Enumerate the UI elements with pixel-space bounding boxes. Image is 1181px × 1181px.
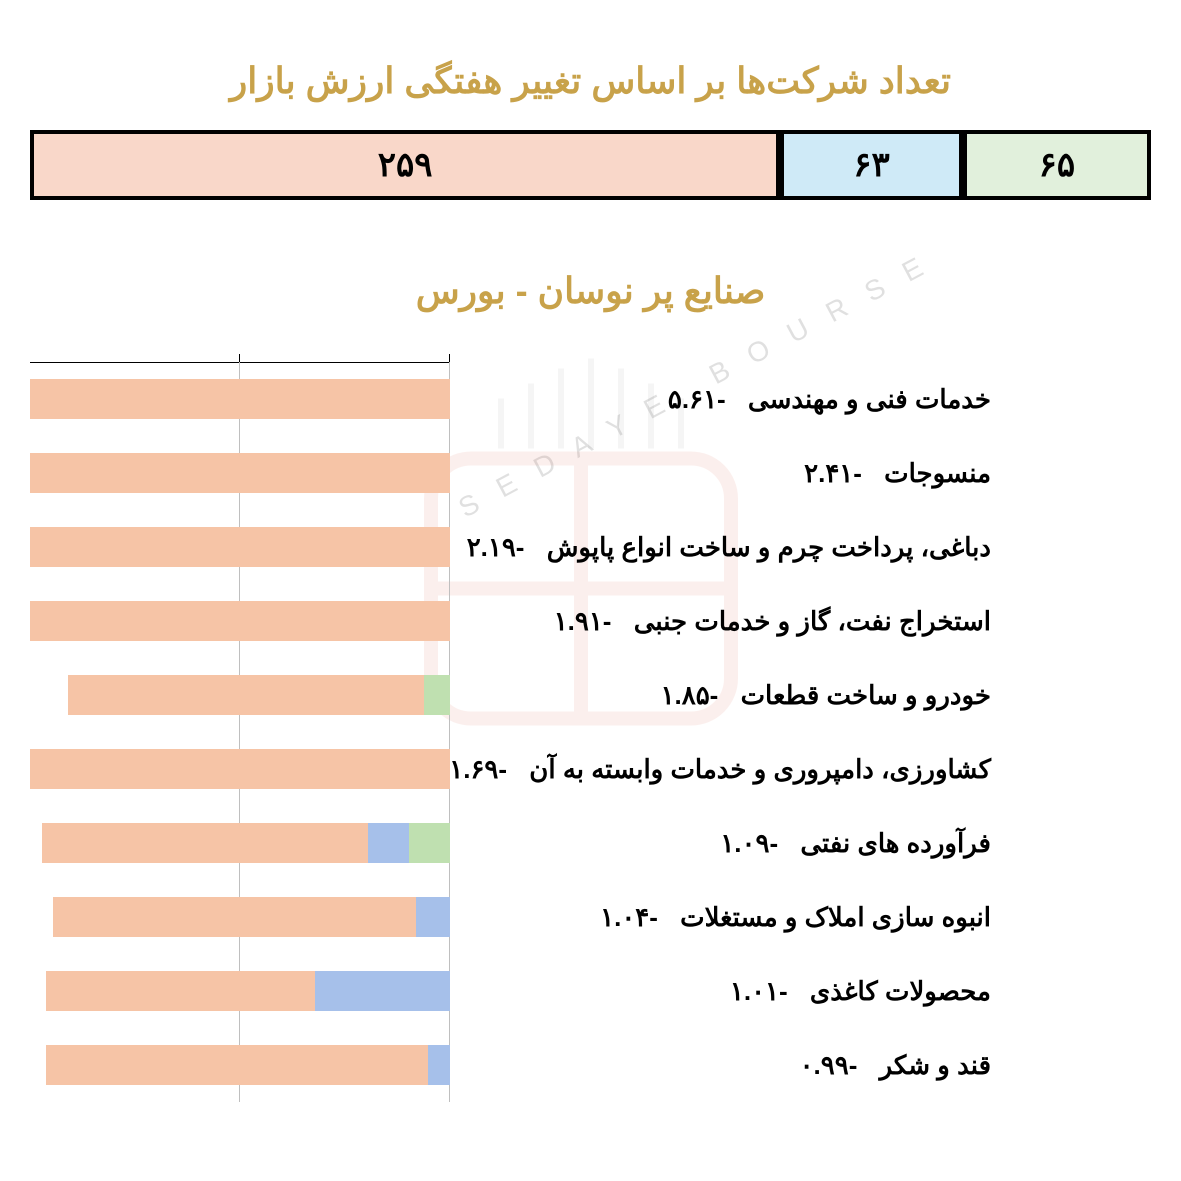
row-value: ۱.۰۴- — [570, 902, 680, 933]
bar — [30, 379, 450, 419]
row-value: ۲.۱۹- — [437, 532, 547, 563]
bar-segment — [46, 1045, 428, 1085]
row-value: ۱.۹۱- — [524, 606, 634, 637]
title-companies: تعداد شرکت‌ها بر اساس تغییر هفتگی ارزش ب… — [30, 60, 1151, 102]
row-value: ۰.۹۹- — [770, 1050, 880, 1081]
bar-segment — [68, 675, 424, 715]
bar — [46, 1045, 450, 1085]
bar-zone — [30, 362, 450, 1102]
bar-segment — [30, 453, 450, 493]
bar-segment — [409, 823, 450, 863]
bar-segment — [315, 971, 450, 1011]
row-label: منسوجات — [884, 458, 991, 489]
bar-segment — [46, 971, 316, 1011]
bar — [68, 675, 450, 715]
bar-segment — [42, 823, 368, 863]
bar — [30, 453, 450, 493]
row-label: فرآورده های نفتی — [800, 828, 991, 859]
row-value: ۵.۶۱- — [638, 384, 748, 415]
bar-segment — [30, 379, 450, 419]
row-value: ۱.۰۹- — [690, 828, 800, 859]
row-value: ۱.۸۵- — [631, 680, 741, 711]
row-label: خودرو و ساخت قطعات — [741, 680, 991, 711]
bar — [46, 971, 450, 1011]
bar-segment — [30, 601, 450, 641]
bar-segment — [30, 527, 450, 567]
bar — [53, 897, 450, 937]
segment: ۶۵ — [963, 130, 1151, 200]
bar-segment — [53, 897, 416, 937]
segmented-bar: ۲۵۹۶۳۶۵ — [30, 130, 1151, 200]
row-label: محصولات کاغذی — [810, 976, 991, 1007]
row-value: ۱.۰۱- — [700, 976, 810, 1007]
bar-chart: خدمات فنی و مهندسی۵.۶۱- منسوجات۲.۴۱- دباغی… — [30, 362, 1151, 1102]
row-label: قند و شکر — [880, 1050, 991, 1081]
segment: ۶۳ — [780, 130, 962, 200]
row-label: انبوه سازی املاک و مستغلات — [680, 902, 991, 933]
bar-segment — [30, 749, 450, 789]
bar — [42, 823, 450, 863]
row-label: استخراج نفت، گاز و خدمات جنبی — [634, 606, 991, 637]
title-industries: صنایع پر نوسان - بورس — [30, 270, 1151, 312]
bar — [30, 749, 450, 789]
row-label: خدمات فنی و مهندسی — [748, 384, 991, 415]
row-label: دباغی، پرداخت چرم و ساخت انواع پاپوش — [547, 532, 991, 563]
bar — [30, 527, 450, 567]
bar-segment — [416, 897, 450, 937]
row-value: ۲.۴۱- — [774, 458, 884, 489]
bar — [30, 601, 450, 641]
segment: ۲۵۹ — [30, 130, 780, 200]
bar-segment — [428, 1045, 450, 1085]
row-label: کشاورزی، دامپروری و خدمات وابسته به آن — [529, 754, 991, 785]
bar-segment — [424, 675, 450, 715]
bar-segment — [368, 823, 409, 863]
